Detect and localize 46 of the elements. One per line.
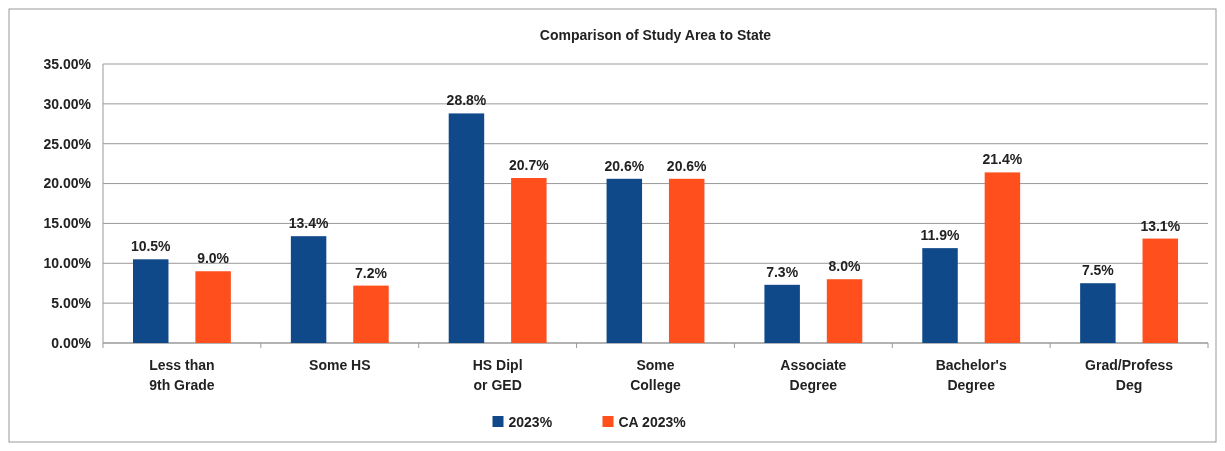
bar: [448, 113, 485, 343]
data-label: 20.6%: [666, 157, 708, 174]
y-tick-label: 25.00%: [43, 135, 92, 152]
x-tick-label: Grad/Profess Deg: [1085, 357, 1174, 393]
bar: [1080, 283, 1116, 343]
y-tick-label: 30.00%: [43, 95, 92, 112]
bar: [668, 178, 705, 343]
data-label: 28.8%: [446, 92, 487, 109]
data-label: 9.0%: [197, 250, 230, 267]
data-label: 11.9%: [920, 227, 961, 244]
bar: [922, 248, 958, 343]
bar: [353, 285, 389, 343]
x-tick-label: Bachelor's Degree: [935, 357, 1007, 393]
bar: [511, 177, 547, 343]
y-tick-label: 0.00%: [51, 334, 92, 351]
x-tick-label: Associate Degree: [780, 357, 847, 393]
y-tick-label: 10.00%: [43, 255, 92, 272]
data-label: 20.6%: [604, 157, 645, 174]
bar: [764, 284, 800, 343]
x-tick-label: Some HS: [309, 357, 371, 373]
data-label: 13.1%: [1140, 217, 1181, 234]
y-tick-label: 15.00%: [43, 215, 92, 232]
x-tick-label: Less than 9th Grade: [149, 357, 215, 393]
bar: [1142, 238, 1179, 343]
data-label: 13.4%: [288, 215, 329, 232]
bar: [132, 259, 169, 343]
data-label: 20.7%: [508, 156, 550, 173]
data-label: 10.5%: [130, 238, 172, 255]
legend-label: CA 2023%: [618, 413, 687, 430]
y-tick-label: 35.00%: [43, 55, 92, 72]
data-label: 7.3%: [766, 263, 799, 280]
data-label: 21.4%: [982, 151, 1023, 168]
bar: [826, 279, 863, 343]
bar: [290, 236, 327, 343]
y-tick-label: 20.00%: [43, 175, 92, 192]
bar: [606, 178, 643, 343]
bar: [195, 271, 231, 343]
x-tick-label: HS Dipl or GED: [472, 357, 523, 393]
data-label: 8.0%: [828, 258, 862, 275]
y-tick-label: 5.00%: [51, 295, 92, 312]
data-label: 7.5%: [1081, 262, 1115, 279]
x-tick-label: Some College: [630, 357, 681, 393]
legend-label: 2023%: [508, 413, 553, 430]
bar: [984, 172, 1021, 343]
data-label: 7.2%: [355, 264, 388, 281]
chart-title: Comparison of Study Area to State: [539, 27, 772, 43]
